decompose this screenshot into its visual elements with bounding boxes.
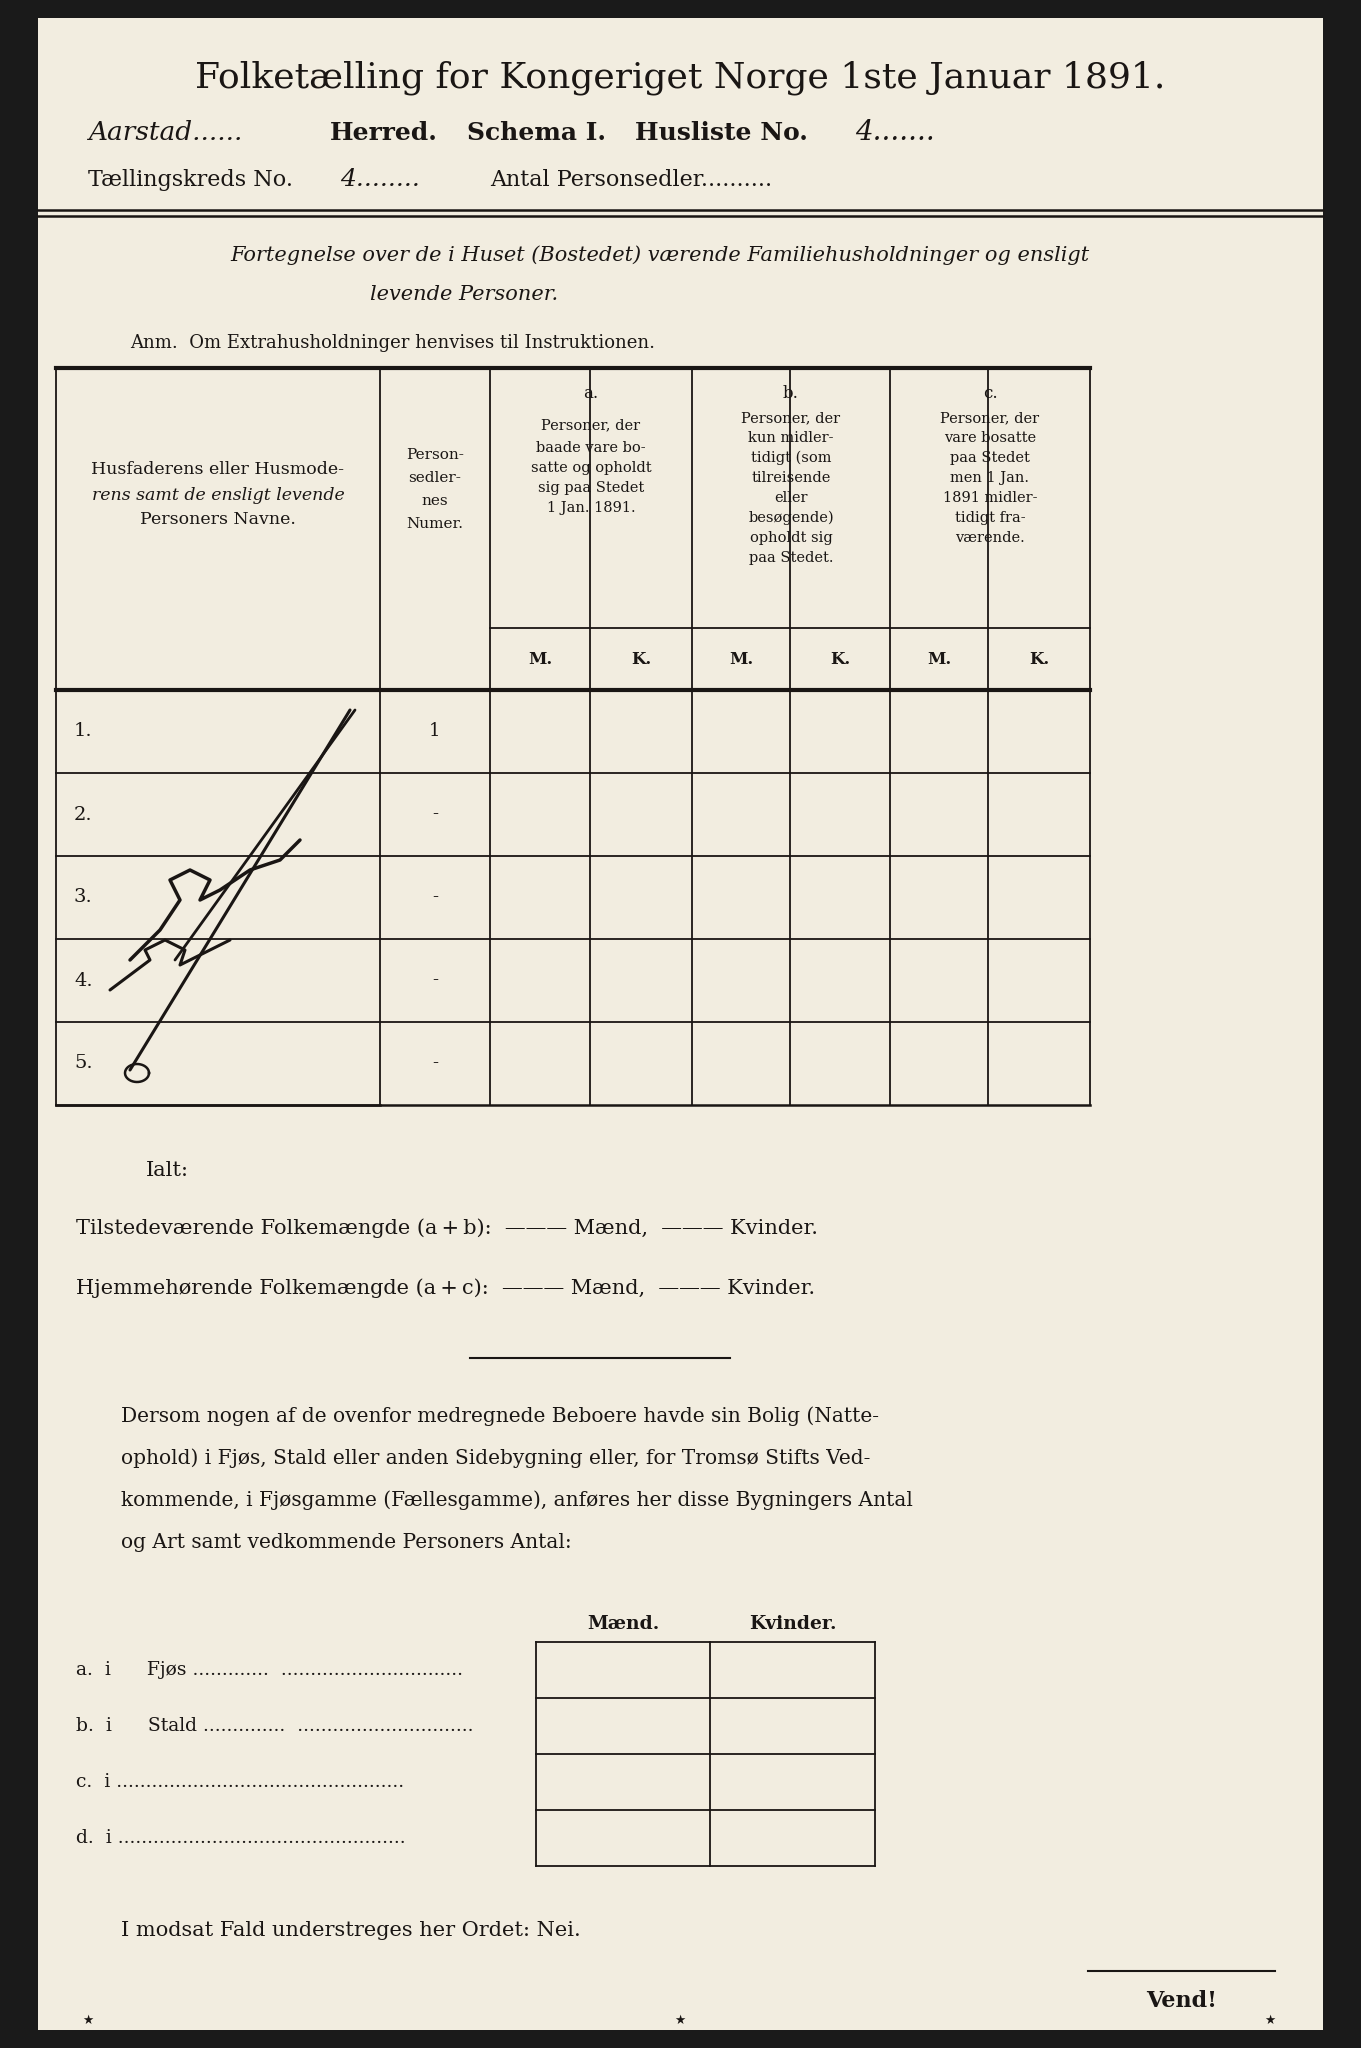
Text: Tilstedeværende Folkemængde (a + b):  ——— Mænd,  ——— Kvinder.: Tilstedeværende Folkemængde (a + b): ———… <box>76 1219 818 1237</box>
Text: Schema I.: Schema I. <box>467 121 606 145</box>
Text: rens samt de ensligt levende: rens samt de ensligt levende <box>91 487 344 504</box>
Text: Numer.: Numer. <box>407 516 464 530</box>
Text: Anm.  Om Extrahusholdninger henvises til Instruktionen.: Anm. Om Extrahusholdninger henvises til … <box>131 334 655 352</box>
Text: K.: K. <box>1029 651 1049 668</box>
Text: opholdt sig: opholdt sig <box>750 530 833 545</box>
Text: sig paa Stedet: sig paa Stedet <box>538 481 644 496</box>
Text: M.: M. <box>927 651 951 668</box>
Text: kommende, i Fjøsgamme (Fællesgamme), anføres her disse Bygningers Antal: kommende, i Fjøsgamme (Fællesgamme), anf… <box>121 1491 913 1509</box>
Text: a.  i      Fjøs .............  ...............................: a. i Fjøs ............. ................… <box>76 1661 463 1679</box>
Text: nes: nes <box>422 494 448 508</box>
Text: Kvinder.: Kvinder. <box>749 1616 836 1632</box>
Text: -: - <box>431 971 438 989</box>
Text: Person-: Person- <box>406 449 464 463</box>
Text: Antal Personsedler..........: Antal Personsedler.......... <box>490 170 772 190</box>
Text: Husliste No.: Husliste No. <box>636 121 808 145</box>
Text: Personers Navne.: Personers Navne. <box>140 512 295 528</box>
Text: 4.......: 4....... <box>855 119 935 147</box>
Text: Husfaderens eller Husmode-: Husfaderens eller Husmode- <box>91 461 344 479</box>
Text: ★: ★ <box>674 2013 686 2028</box>
Text: 5.: 5. <box>73 1055 93 1073</box>
Text: ophold) i Fjøs, Stald eller anden Sidebygning eller, for Tromsø Stifts Ved-: ophold) i Fjøs, Stald eller anden Sideby… <box>121 1448 871 1468</box>
Text: besøgende): besøgende) <box>749 510 834 524</box>
Text: paa Stedet.: paa Stedet. <box>749 551 833 565</box>
Text: 1.: 1. <box>73 723 93 741</box>
Text: K.: K. <box>632 651 651 668</box>
Text: vare bosatte: vare bosatte <box>945 430 1036 444</box>
Text: tidigt (som: tidigt (som <box>751 451 832 465</box>
Text: værende.: værende. <box>955 530 1025 545</box>
Text: og Art samt vedkommende Personers Antal:: og Art samt vedkommende Personers Antal: <box>121 1532 572 1552</box>
Text: Ialt:: Ialt: <box>146 1161 189 1180</box>
Text: -: - <box>431 1055 438 1073</box>
Text: Personer, der: Personer, der <box>742 412 841 426</box>
Text: -: - <box>431 805 438 823</box>
Text: 1891 midler-: 1891 midler- <box>943 492 1037 506</box>
Text: c.: c. <box>983 385 998 401</box>
Text: 3.: 3. <box>73 889 93 907</box>
Text: kun midler-: kun midler- <box>749 430 834 444</box>
Text: 4........: 4........ <box>340 168 421 193</box>
Text: Personer, der: Personer, der <box>940 412 1040 426</box>
Text: Personer, der: Personer, der <box>542 418 641 432</box>
Text: Fortegnelse over de i Huset (Bostedet) værende Familiehusholdninger og ensligt: Fortegnelse over de i Huset (Bostedet) v… <box>230 246 1090 264</box>
Text: baade vare bo-: baade vare bo- <box>536 440 646 455</box>
Text: M.: M. <box>729 651 753 668</box>
Text: -: - <box>431 889 438 907</box>
Text: M.: M. <box>528 651 553 668</box>
Text: I modsat Fald understreges her Ordet: Nei.: I modsat Fald understreges her Ordet: Ne… <box>121 1921 581 1942</box>
Text: 1: 1 <box>429 723 441 741</box>
Text: tidigt fra-: tidigt fra- <box>954 512 1025 524</box>
Text: satte og opholdt: satte og opholdt <box>531 461 652 475</box>
Text: levende Personer.: levende Personer. <box>370 285 558 305</box>
Text: K.: K. <box>830 651 851 668</box>
Text: c.  i .................................................: c. i ...................................… <box>76 1774 404 1792</box>
Text: ★: ★ <box>1264 2013 1275 2028</box>
Text: Aarstad......: Aarstad...... <box>88 121 242 145</box>
Text: Dersom nogen af de ovenfor medregnede Beboere havde sin Bolig (Natte-: Dersom nogen af de ovenfor medregnede Be… <box>121 1407 879 1425</box>
Text: Folketælling for Kongeriget Norge 1ste Januar 1891.: Folketælling for Kongeriget Norge 1ste J… <box>195 61 1165 96</box>
Text: men 1 Jan.: men 1 Jan. <box>950 471 1029 485</box>
Text: eller: eller <box>774 492 807 506</box>
Text: Hjemmehørende Folkemængde (a + c):  ——— Mænd,  ——— Kvinder.: Hjemmehørende Folkemængde (a + c): ——— M… <box>76 1278 815 1298</box>
Text: b.  i      Stald ..............  ..............................: b. i Stald .............. ..............… <box>76 1716 474 1735</box>
Text: d.  i .................................................: d. i ...................................… <box>76 1829 406 1847</box>
Text: tilreisende: tilreisende <box>751 471 830 485</box>
Text: sedler-: sedler- <box>408 471 461 485</box>
Text: 2.: 2. <box>73 805 93 823</box>
Text: 4.: 4. <box>73 971 93 989</box>
Text: Tællingskreds No.: Tællingskreds No. <box>88 170 293 190</box>
Text: Mænd.: Mænd. <box>587 1616 659 1632</box>
Text: 1 Jan. 1891.: 1 Jan. 1891. <box>547 502 636 514</box>
Text: a.: a. <box>584 385 599 401</box>
Text: Vend!: Vend! <box>1146 1991 1217 2011</box>
Text: ★: ★ <box>83 2013 94 2028</box>
Text: Herred.: Herred. <box>329 121 438 145</box>
Text: paa Stedet: paa Stedet <box>950 451 1030 465</box>
Text: b.: b. <box>783 385 799 401</box>
